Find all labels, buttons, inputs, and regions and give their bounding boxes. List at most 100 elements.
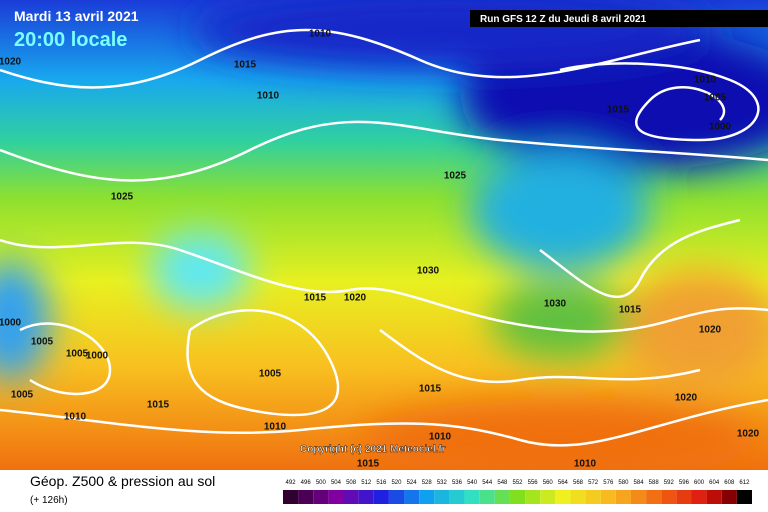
isobar-label: 1020 [0, 57, 22, 68]
legend-value: 600 [694, 480, 705, 486]
legend-swatch [419, 490, 435, 504]
legend-value: 492 [286, 480, 297, 486]
isobar-label: 1015 [234, 60, 257, 71]
legend-swatch [449, 490, 465, 504]
legend-value: 548 [497, 480, 508, 486]
isobar-label: 1010 [257, 91, 280, 102]
isobar-label: 1020 [737, 429, 760, 440]
run-info: Run GFS 12 Z du Jeudi 8 avril 2021 [480, 14, 647, 25]
isobar-label: 1025 [111, 192, 134, 203]
legend-value: 496 [301, 480, 312, 486]
isobar-label: 1005 [66, 349, 89, 360]
legend-value: 532 [437, 480, 448, 486]
legend-swatch [661, 490, 677, 504]
isobar-label: 1015 [357, 459, 380, 470]
isobar-label: 1010 [574, 459, 597, 470]
legend-value: 592 [664, 480, 675, 486]
isobar-label: 1010 [64, 412, 87, 423]
legend-value: 608 [724, 480, 735, 486]
isobar-label: 1015 [304, 293, 327, 304]
legend-swatch [646, 490, 662, 504]
legend-swatch [464, 490, 480, 504]
legend-swatch [706, 490, 722, 504]
legend-value: 516 [376, 480, 387, 486]
isobar-label: 1005 [704, 93, 727, 104]
footer-title: Géop. Z500 & pression au sol [30, 473, 215, 489]
legend-swatch [600, 490, 616, 504]
legend-swatch [615, 490, 631, 504]
isobar-label: 1010 [429, 432, 452, 443]
time: 20:00 locale [14, 29, 127, 51]
copyright: Copyright (c) 2021 Meteociel.fr [300, 444, 446, 455]
legend-swatch [283, 490, 299, 504]
legend-swatch [494, 490, 510, 504]
legend-swatch [388, 490, 405, 504]
legend-value: 584 [634, 480, 645, 486]
legend-swatch [525, 490, 541, 504]
footer-lead: (+ 126h) [30, 495, 68, 506]
legend-value: 524 [407, 480, 418, 486]
legend-swatch [676, 490, 692, 504]
isobar-label: 1010 [264, 422, 287, 433]
legend-value: 528 [422, 480, 433, 486]
legend-value: 568 [573, 480, 584, 486]
legend-swatch [373, 490, 389, 504]
isobar-label: 1000 [86, 351, 109, 362]
legend-value: 564 [558, 480, 569, 486]
legend-swatch [328, 490, 344, 504]
legend-value: 520 [391, 480, 402, 486]
legend-value: 540 [467, 480, 478, 486]
legend-swatch [585, 490, 601, 504]
legend-swatch [555, 490, 571, 504]
legend-value: 552 [512, 480, 523, 486]
isobar-label: 1000 [0, 318, 22, 329]
legend-value: 544 [482, 480, 493, 486]
isobar-label: 1030 [544, 299, 567, 310]
legend-value: 500 [316, 480, 327, 486]
isobar-label: 1020 [699, 325, 722, 336]
legend-swatch [313, 490, 329, 504]
legend-value: 588 [649, 480, 660, 486]
isobar-label: 1010 [309, 29, 332, 40]
isobar-label: 1005 [11, 390, 34, 401]
legend-value: 536 [452, 480, 463, 486]
legend-swatch [736, 490, 752, 504]
legend-swatch [404, 490, 420, 504]
isobar-label: 1020 [675, 393, 698, 404]
legend-swatch [479, 490, 495, 504]
legend-value: 580 [618, 480, 629, 486]
isobar-label: 1000 [709, 122, 732, 133]
legend-swatch [358, 490, 374, 504]
legend-swatch [343, 490, 359, 504]
isobar-label: 1005 [31, 337, 54, 348]
isobar-label: 1015 [147, 400, 170, 411]
legend-value: 604 [709, 480, 720, 486]
isobar-label: 1010 [694, 75, 717, 86]
legend-swatch [509, 490, 526, 504]
legend-swatch [721, 490, 737, 504]
legend-value: 512 [361, 480, 372, 486]
date: Mardi 13 avril 2021 [14, 8, 139, 24]
legend-value: 612 [739, 480, 750, 486]
legend-value: 576 [603, 480, 614, 486]
isobar-label: 1030 [417, 266, 440, 277]
isobar-label: 1015 [419, 384, 442, 395]
legend-value: 556 [528, 480, 539, 486]
legend-swatch [691, 490, 707, 504]
legend-swatch [630, 490, 647, 504]
legend-value: 572 [588, 480, 599, 486]
legend-swatch [434, 490, 450, 504]
legend-swatch [298, 490, 314, 504]
isobar-label: 1025 [444, 171, 467, 182]
isobar-label: 1015 [619, 305, 642, 316]
isobar-label: 1005 [259, 369, 282, 380]
legend-swatch [540, 490, 556, 504]
legend-value: 508 [346, 480, 357, 486]
legend-value: 504 [331, 480, 342, 486]
isobar-label: 1015 [607, 105, 630, 116]
legend-value: 560 [543, 480, 554, 486]
legend-value: 596 [679, 480, 690, 486]
legend-swatch [570, 490, 586, 504]
isobar-label: 1020 [344, 293, 367, 304]
